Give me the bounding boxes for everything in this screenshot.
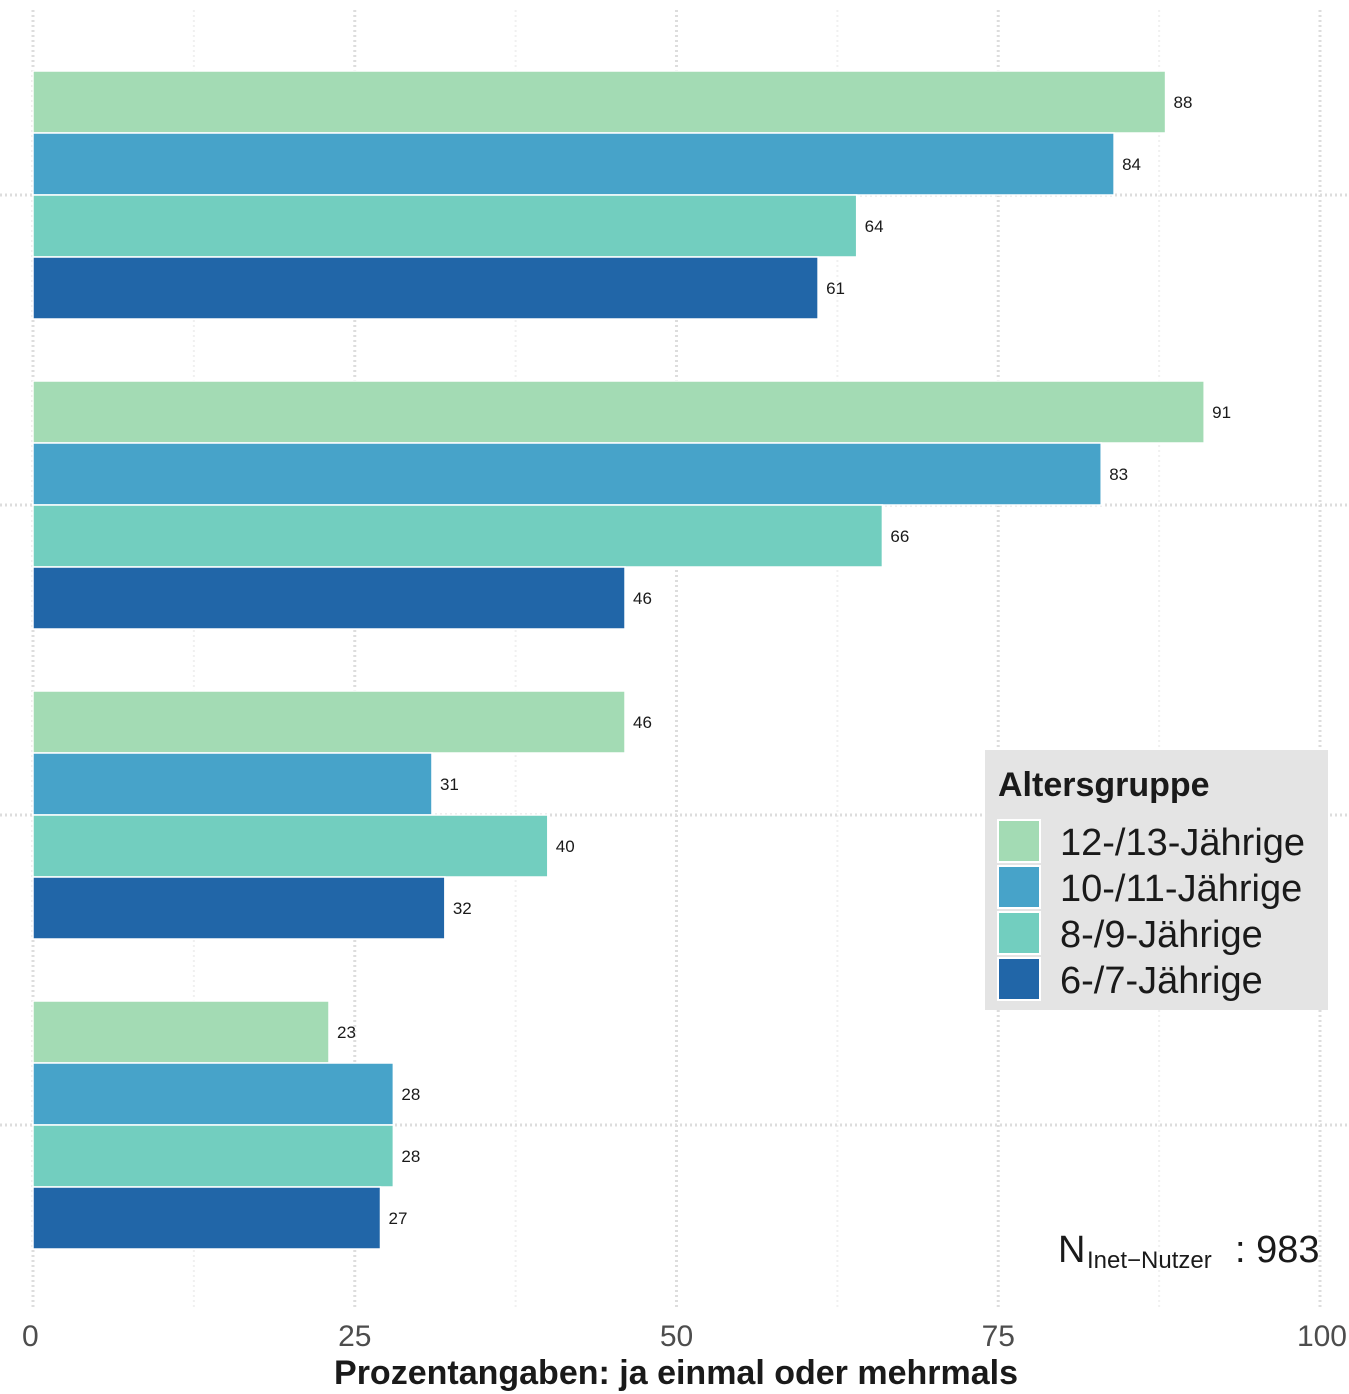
bar	[32, 380, 1205, 444]
legend-label: 6-/7-Jährige	[1060, 960, 1263, 1002]
data-label: 27	[388, 1209, 407, 1228]
data-label: 91	[1212, 403, 1231, 422]
bar	[32, 876, 446, 940]
data-label: 31	[440, 775, 459, 794]
legend-key	[997, 957, 1041, 1001]
bar	[32, 504, 884, 568]
x-tick-label: 25	[338, 1320, 371, 1353]
bar	[32, 442, 1102, 506]
bar	[32, 256, 819, 320]
legend-title: Altersgruppe	[998, 766, 1210, 804]
legend-items: 12-/13-Jährige10-/11-Jährige8-/9-Jährige…	[997, 819, 1305, 1002]
bar	[32, 1062, 395, 1126]
x-tick-label: 100	[1297, 1320, 1347, 1353]
data-label: 23	[337, 1023, 356, 1042]
bar	[32, 566, 626, 630]
data-label: 64	[865, 217, 884, 236]
bar	[32, 690, 626, 754]
bars	[32, 70, 1205, 1250]
data-label: 88	[1174, 93, 1193, 112]
x-tick-label: 0	[22, 1320, 39, 1353]
data-label: 84	[1122, 155, 1141, 174]
data-label: 66	[890, 527, 909, 546]
legend-label: 10-/11-Jährige	[1060, 868, 1302, 910]
data-label: 46	[633, 589, 652, 608]
legend-label: 12-/13-Jährige	[1060, 822, 1305, 864]
bar	[32, 1186, 382, 1250]
legend: Altersgruppe 12-/13-Jährige10-/11-Jährig…	[985, 750, 1328, 1010]
data-labels: 88 91 46 23 84 83 31 28 64 66 40 28 61 46 32 27	[337, 93, 1231, 1228]
bar	[32, 194, 858, 258]
note-subscript: Inet−Nutzer	[1087, 1247, 1212, 1274]
x-tick-label: 75	[982, 1320, 1015, 1353]
legend-background	[985, 750, 1328, 1010]
note-value: : 983	[1235, 1229, 1320, 1271]
data-label: 32	[453, 899, 472, 918]
data-label: 83	[1109, 465, 1128, 484]
data-label: 28	[401, 1147, 420, 1166]
bar	[32, 70, 1167, 134]
bar	[32, 752, 433, 816]
data-label: 40	[556, 837, 575, 856]
bar	[32, 1000, 330, 1064]
sample-size-note: N Inet−Nutzer : 983	[1058, 1229, 1320, 1274]
note-n: N	[1058, 1229, 1085, 1271]
bar	[32, 814, 549, 878]
legend-label: 8-/9-Jährige	[1060, 914, 1263, 956]
legend-key	[997, 819, 1041, 863]
legend-key	[997, 865, 1041, 909]
data-label: 46	[633, 713, 652, 732]
legend-key	[997, 911, 1041, 955]
data-label: 61	[826, 279, 845, 298]
x-tick-label: 50	[660, 1320, 693, 1353]
bar	[32, 132, 1115, 196]
x-axis-title: Prozentangaben: ja einmal oder mehrmals	[334, 1354, 1018, 1392]
bar	[32, 1124, 395, 1188]
x-axis-ticks: 0 25 50 75 100	[22, 1320, 1347, 1353]
data-label: 28	[401, 1085, 420, 1104]
